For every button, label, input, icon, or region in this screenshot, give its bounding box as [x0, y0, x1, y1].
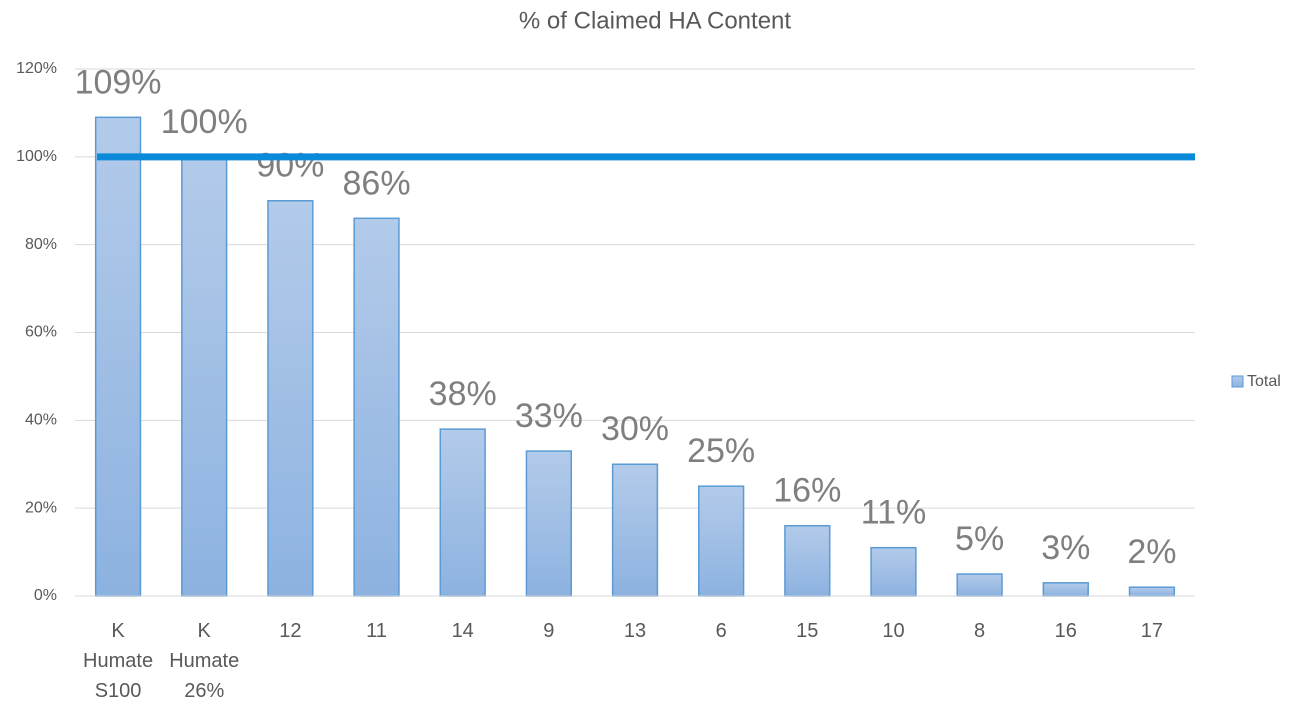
data-label: 38% — [429, 375, 497, 413]
x-tick-label: 15 — [796, 620, 819, 642]
data-label: 90% — [256, 147, 324, 185]
data-label: 3% — [1041, 529, 1090, 567]
x-tick-label: 6 — [715, 620, 727, 642]
data-label: 100% — [161, 103, 248, 141]
bar — [611, 463, 659, 597]
y-tick-label: 80% — [25, 236, 57, 253]
bar — [267, 200, 314, 597]
data-label: 16% — [773, 472, 841, 510]
bar — [698, 485, 745, 597]
x-tick-label: 16 — [1054, 620, 1077, 642]
bar — [870, 546, 917, 597]
x-tick-label: K Humate S100 — [83, 620, 154, 702]
y-tick-label: 60% — [25, 324, 57, 341]
x-tick-label: 10 — [882, 620, 905, 642]
x-tick-label: 13 — [623, 620, 647, 642]
x-tick-label: 12 — [279, 620, 302, 642]
y-tick-label: 120% — [16, 60, 57, 77]
bar — [181, 156, 228, 597]
data-label: 11% — [861, 494, 927, 532]
data-label: 25% — [687, 432, 755, 470]
x-tick-label: 11 — [366, 620, 387, 642]
y-tick-label: 0% — [34, 587, 57, 604]
data-label: 86% — [343, 164, 411, 202]
x-tick-label: K Humate 26% — [169, 620, 240, 702]
x-tick-label: 17 — [1140, 620, 1164, 642]
bar — [94, 116, 142, 597]
data-label: 5% — [955, 520, 1004, 558]
x-tick-label: 8 — [974, 620, 986, 642]
bar — [353, 217, 400, 597]
y-tick-label: 100% — [16, 148, 57, 165]
legend-swatch — [1231, 375, 1244, 388]
data-label: 30% — [601, 410, 669, 448]
bar — [784, 524, 831, 597]
bar — [1128, 586, 1176, 597]
x-tick-label: 9 — [543, 620, 555, 642]
data-label: 109% — [75, 63, 162, 101]
bar — [1042, 582, 1089, 597]
bar — [525, 450, 572, 597]
bar — [956, 573, 1003, 597]
x-tick-label: 14 — [451, 620, 474, 642]
y-tick-label: 20% — [25, 499, 57, 516]
bar — [439, 428, 486, 597]
data-label: 33% — [515, 397, 583, 435]
y-tick-label: 40% — [25, 412, 57, 429]
data-label: 2% — [1127, 533, 1176, 571]
chart-title: % of Claimed HA Content — [519, 7, 791, 34]
legend-label: Total — [1247, 373, 1281, 390]
